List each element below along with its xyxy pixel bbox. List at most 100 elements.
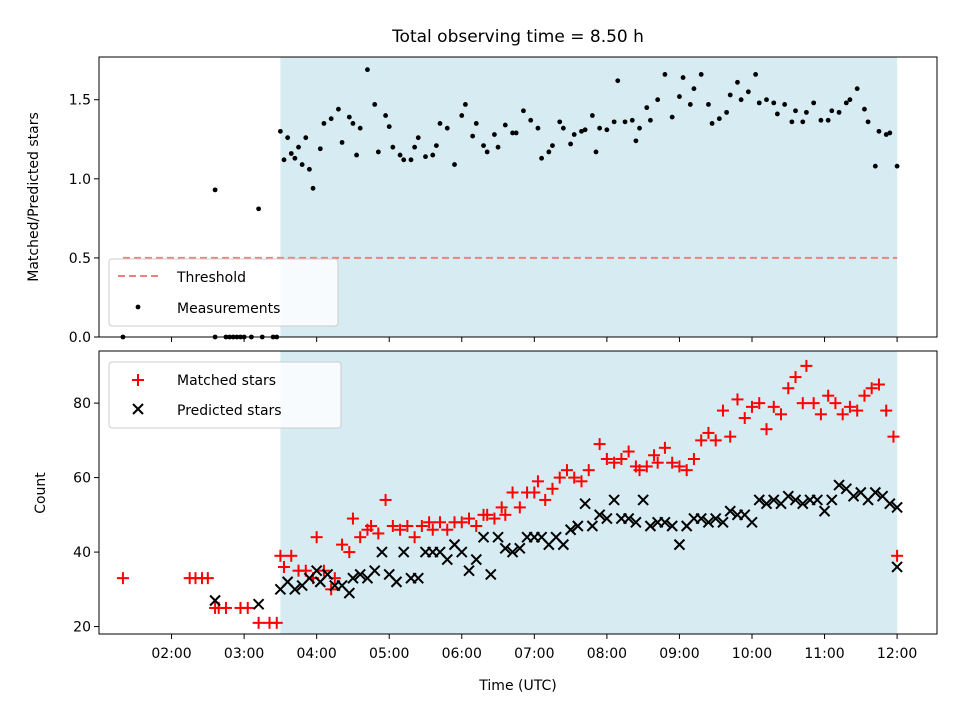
measurement-point xyxy=(513,130,519,136)
matched-star-point xyxy=(379,493,392,506)
bottom-y-axis-label: Count xyxy=(33,472,49,514)
measurement-point xyxy=(727,92,733,98)
top-x-ticks xyxy=(171,337,898,342)
x-tick-label: 09:00 xyxy=(659,646,699,662)
matched-star-point xyxy=(633,464,646,477)
legend-matched-swatch xyxy=(132,374,144,386)
top-legend-box xyxy=(108,258,339,327)
measurement-point xyxy=(375,149,381,155)
measurement-point xyxy=(256,206,262,212)
matched-star-point xyxy=(546,482,559,495)
matched-star-point xyxy=(252,616,265,629)
matched-star-point xyxy=(702,426,715,439)
x-axis-label: Time (UTC) xyxy=(478,678,556,694)
top-axes-frame xyxy=(98,56,938,338)
measurement-point xyxy=(894,163,900,169)
x-tick-label: 11:00 xyxy=(804,646,844,662)
predicted-star-point xyxy=(343,587,356,599)
measurement-point xyxy=(303,135,309,141)
bottom-y-tick-label: 20 xyxy=(73,620,91,636)
measurement-point xyxy=(724,109,729,115)
measurement-point xyxy=(716,116,722,122)
predicted-star-point xyxy=(390,576,403,588)
predicted-star-point xyxy=(347,572,359,584)
matched-star-point xyxy=(346,512,359,525)
predicted-star-point xyxy=(470,553,482,566)
matched-stars-points xyxy=(116,359,904,629)
matched-star-point xyxy=(310,531,323,544)
predicted-star-point xyxy=(557,538,570,551)
predicted-stars-points xyxy=(209,479,903,610)
x-tick-label: 02:00 xyxy=(151,646,191,662)
matched-star-point xyxy=(531,475,544,488)
matched-star-point xyxy=(582,464,595,477)
matched-star-point xyxy=(658,441,671,454)
legend-threshold-label: Threshold xyxy=(176,270,246,286)
measurement-point xyxy=(550,143,555,148)
bottom-legend-box xyxy=(108,361,342,429)
measurement-point xyxy=(771,100,777,106)
measurement-point xyxy=(321,121,327,126)
predicted-star-point xyxy=(398,546,410,558)
measurement-point xyxy=(774,111,780,117)
bottom-x-ticks: 02:00 03:00 04:00 05:00 06:00 07:00 08:00 09:00… xyxy=(151,634,917,662)
matched-star-point xyxy=(796,397,809,410)
measurement-point xyxy=(629,117,635,123)
measurement-point xyxy=(862,106,867,112)
matched-star-point xyxy=(463,512,476,525)
top-shaded-region xyxy=(280,57,898,337)
measurement-point xyxy=(484,149,490,155)
predicted-star-point xyxy=(760,497,773,510)
bottom-y-tick-label: 40 xyxy=(73,545,91,561)
measurement-point xyxy=(310,185,316,191)
matched-star-point xyxy=(673,460,686,473)
predicted-star-point xyxy=(601,512,613,525)
x-tick-label: 07:00 xyxy=(514,646,554,662)
matched-star-point xyxy=(434,516,447,529)
measurement-point xyxy=(571,132,577,137)
measurement-point xyxy=(296,144,301,150)
matched-star-point xyxy=(481,508,494,521)
measurement-point xyxy=(437,121,443,126)
matched-star-point xyxy=(887,430,900,443)
matched-star-point xyxy=(506,486,519,499)
measurement-point xyxy=(706,102,711,107)
x-tick-label: 04:00 xyxy=(296,646,336,662)
predicted-star-point xyxy=(485,568,497,581)
matched-star-point xyxy=(394,523,407,536)
measurement-point xyxy=(582,127,588,133)
measurement-points xyxy=(120,67,900,340)
matched-star-point xyxy=(836,408,849,421)
matched-star-point xyxy=(775,408,788,421)
legend-matched-label: Matched stars xyxy=(177,373,276,389)
measurement-point xyxy=(887,130,893,136)
matched-star-point xyxy=(270,616,283,629)
measurement-point xyxy=(825,117,831,123)
predicted-star-point xyxy=(782,490,794,502)
measurement-point xyxy=(212,187,218,193)
measurement-point xyxy=(495,144,501,150)
predicted-star-point xyxy=(847,490,860,502)
measurement-point xyxy=(589,113,595,118)
measurement-point xyxy=(637,125,642,131)
top-y-ticks: 0.0 0.5 1.0 1.5 xyxy=(69,93,99,346)
matched-star-point xyxy=(513,501,526,514)
matched-star-point xyxy=(201,572,214,585)
matched-star-point xyxy=(408,531,421,544)
measurement-point xyxy=(397,152,403,158)
matched-star-point xyxy=(608,456,621,469)
matched-star-point xyxy=(423,516,436,529)
matched-star-point xyxy=(488,512,501,525)
measurement-point xyxy=(579,128,584,134)
measurement-point xyxy=(560,125,566,131)
measurement-point xyxy=(535,125,541,131)
measurement-point xyxy=(557,119,563,125)
measurement-point xyxy=(386,124,392,130)
measurement-point xyxy=(307,166,312,172)
bottom-y-tick-label: 80 xyxy=(73,396,91,412)
measurement-point xyxy=(317,146,323,152)
measurement-point xyxy=(847,97,853,103)
measurement-point xyxy=(865,119,871,125)
predicted-star-point xyxy=(797,497,809,510)
matched-star-point xyxy=(666,456,679,469)
